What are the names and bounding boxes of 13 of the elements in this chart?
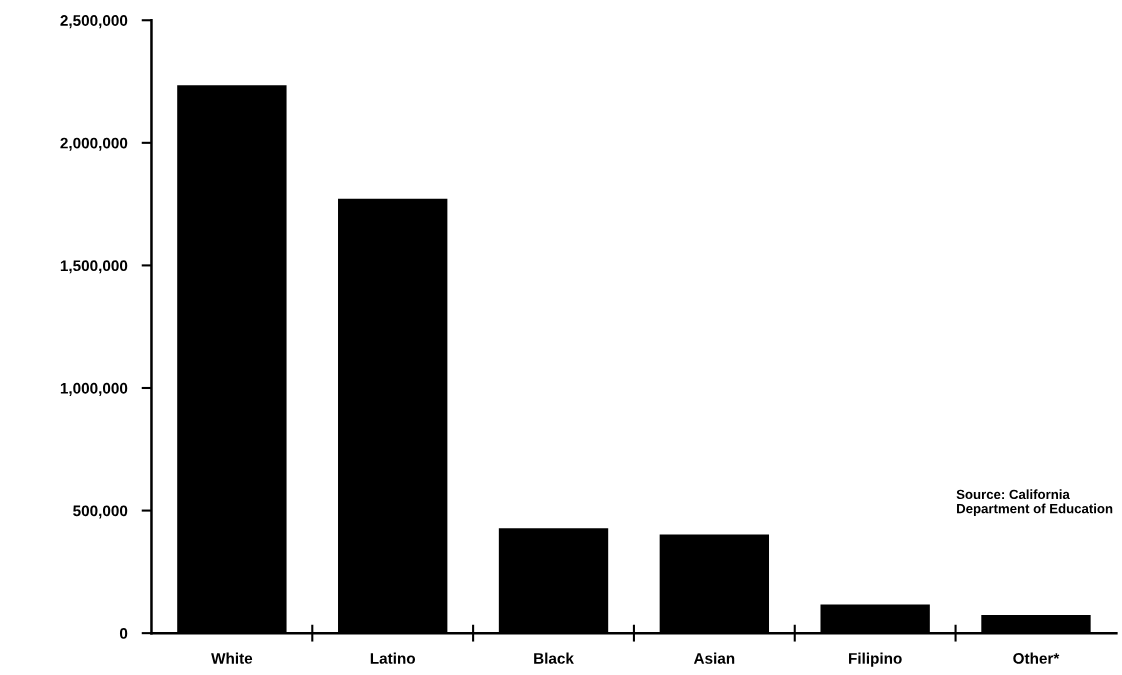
annotation: Source: California Department of Education [956,489,1113,516]
y-tick-label: 0 [119,628,128,639]
x-tick-label: Other* [1013,652,1060,664]
x-tick-label: White [211,652,253,664]
x-tick-label: Asian [693,652,735,664]
y-tick-label: 1,000,000 [60,382,128,396]
y-tick-label: 500,000 [73,505,128,519]
y-tick-label: 2,000,000 [60,137,128,151]
y-tick-label: 1,500,000 [60,260,128,274]
y-tick-label: 2,500,000 [60,15,128,29]
x-tick-label: Filipino [849,652,902,667]
x-tick-label: Latino [370,652,416,664]
x-tick-label: Black [534,652,574,664]
